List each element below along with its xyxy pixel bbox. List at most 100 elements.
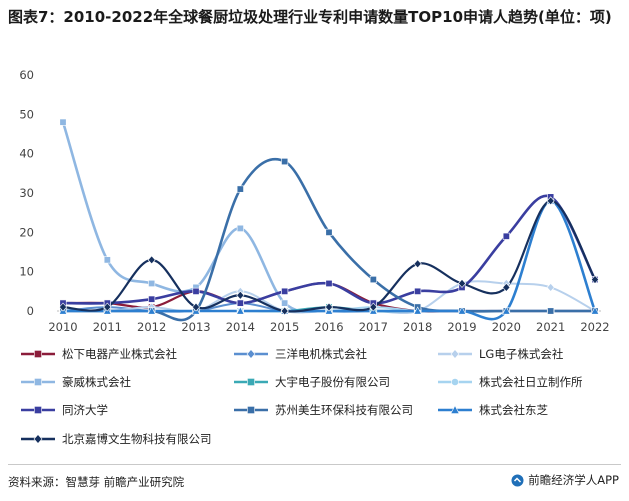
legend-marker-5 xyxy=(451,378,459,386)
x-tick-label-8: 2018 xyxy=(403,320,432,334)
series-9-point-7 xyxy=(369,302,378,312)
series-8-point-4 xyxy=(236,306,245,315)
series-3-point-1 xyxy=(103,256,111,264)
legend-item-7: 苏州美生环保科技有限公司 xyxy=(233,400,413,420)
series-9-point-12 xyxy=(590,275,600,284)
series-line-6 xyxy=(61,194,597,305)
y-tick-label-1: 10 xyxy=(19,265,34,279)
series-9-point-9 xyxy=(457,279,467,288)
legend-swatch-1 xyxy=(234,349,268,359)
x-tick-label-9: 2019 xyxy=(447,320,476,334)
legend-marker-7 xyxy=(247,406,255,414)
y-tick-label-3: 30 xyxy=(19,186,34,200)
source-note: 资料来源：智慧芽 前瞻产业研究院 xyxy=(8,475,185,489)
series-markers xyxy=(58,118,600,316)
x-tick-label-11: 2021 xyxy=(536,320,565,334)
x-tick-label-2: 2012 xyxy=(137,320,166,334)
legend-item-2: LG电子株式会社 xyxy=(437,344,563,364)
legend-swatch-5 xyxy=(438,378,472,386)
series-7-point-5 xyxy=(281,158,289,166)
legend-swatch-3 xyxy=(21,378,55,386)
series-3-point-4 xyxy=(236,224,244,232)
x-tick-label-4: 2014 xyxy=(226,320,255,334)
series-6-point-3 xyxy=(192,287,200,295)
legend-item-1: 三洋电机株式会社 xyxy=(233,344,367,364)
legend-marker-8 xyxy=(450,404,460,414)
legend-label-2: LG电子株式会社 xyxy=(479,347,564,361)
y-tick-label-5: 50 xyxy=(19,107,34,121)
y-tick-label-4: 40 xyxy=(19,147,34,161)
legend-label-0: 松下电器产业株式会社 xyxy=(62,347,177,361)
legend-item-3: 豪威株式会社 xyxy=(20,372,131,392)
legend-swatch-2 xyxy=(438,349,472,359)
series-3-point-5 xyxy=(281,299,289,307)
legend-swatch-9 xyxy=(21,434,55,444)
series-9-point-3 xyxy=(191,302,201,312)
legend-swatch-4 xyxy=(234,378,268,386)
legend-item-8: 株式会社东芝 xyxy=(437,400,548,420)
y-tick-label-0: 0 xyxy=(27,304,34,318)
series-7-point-7 xyxy=(369,276,377,284)
brand: 前瞻经济学人APP xyxy=(511,472,619,488)
legend-swatch-0 xyxy=(21,350,55,358)
legend-marker-3 xyxy=(34,378,42,386)
series-lines xyxy=(61,120,597,322)
legend-swatch-8 xyxy=(438,404,472,414)
brand-text: 前瞻经济学人APP xyxy=(528,473,619,487)
series-6-point-4 xyxy=(236,299,244,307)
series-7-point-11 xyxy=(547,307,555,315)
x-tick-label-5: 2015 xyxy=(270,320,299,334)
legend-item-4: 大宇电子股份有限公司 xyxy=(233,372,390,392)
series-9-point-2 xyxy=(147,255,156,265)
x-tick-label-1: 2011 xyxy=(93,320,122,334)
series-9-point-6 xyxy=(324,302,334,312)
series-8-point-2 xyxy=(147,306,156,315)
series-9-point-8 xyxy=(413,259,422,269)
series-7-point-4 xyxy=(236,185,244,193)
series-2-point-11 xyxy=(546,282,555,292)
series-9-point-0 xyxy=(58,302,68,312)
y-tick-label-6: 60 xyxy=(19,68,34,82)
series-9-point-5 xyxy=(280,306,289,316)
series-8-point-9 xyxy=(457,306,467,315)
legend-marker-4 xyxy=(247,378,255,386)
legend-swatch-7 xyxy=(234,406,268,414)
legend-label-1: 三洋电机株式会社 xyxy=(275,347,367,361)
legend-label-7: 苏州美生环保科技有限公司 xyxy=(275,403,413,417)
legend-label-4: 大宇电子股份有限公司 xyxy=(275,375,390,389)
legend-item-6: 同济大学 xyxy=(20,400,108,420)
x-tick-label-12: 2022 xyxy=(580,320,609,334)
legend: 松下电器产业株式会社 三洋电机株式会社 LG电子株式会社豪威株式会社 大宇电子股份有限… xyxy=(0,338,629,460)
x-tick-label-7: 2017 xyxy=(359,320,388,334)
legend-label-5: 株式会社日立制作所 xyxy=(479,375,583,389)
legend-marker-6 xyxy=(34,406,42,414)
x-tick-label-3: 2013 xyxy=(181,320,210,334)
x-tick-label-6: 2016 xyxy=(314,320,343,334)
legend-item-9: 北京嘉博文生物科技有限公司 xyxy=(20,429,212,449)
legend-label-3: 豪威株式会社 xyxy=(62,375,131,389)
series-3-point-2 xyxy=(148,279,156,287)
series-9-point-10 xyxy=(502,282,511,292)
series-9-point-1 xyxy=(103,302,112,312)
footer-divider xyxy=(8,464,621,465)
series-6-point-8 xyxy=(414,287,422,295)
series-8-point-8 xyxy=(413,306,422,315)
x-tick-label-10: 2020 xyxy=(492,320,521,334)
x-axis: 2010 2011 2012 2013 2014 2015 2016 2017 2018 2019… xyxy=(48,310,610,334)
x-tick-label-0: 2010 xyxy=(48,320,77,334)
legend-marker-2 xyxy=(450,349,460,359)
chart-title: 图表7：2010-2022年全球餐厨垃圾处理行业专利申请数量TOP10申请人趋势… xyxy=(8,8,612,26)
series-8-point-12 xyxy=(590,306,600,315)
series-6-point-2 xyxy=(148,295,156,303)
legend-label-9: 北京嘉博文生物科技有限公司 xyxy=(62,432,212,446)
series-8-point-10 xyxy=(502,306,511,315)
series-9-point-4 xyxy=(236,290,245,300)
series-3-point-0 xyxy=(59,118,67,126)
legend-item-0: 松下电器产业株式会社 xyxy=(20,344,177,364)
legend-marker-0 xyxy=(34,350,42,358)
legend-swatch-6 xyxy=(21,406,55,414)
y-axis-ticks: 0 10 20 30 40 50 60 xyxy=(19,68,34,318)
legend-label-8: 株式会社东芝 xyxy=(479,403,548,417)
y-tick-label-2: 20 xyxy=(19,225,34,239)
